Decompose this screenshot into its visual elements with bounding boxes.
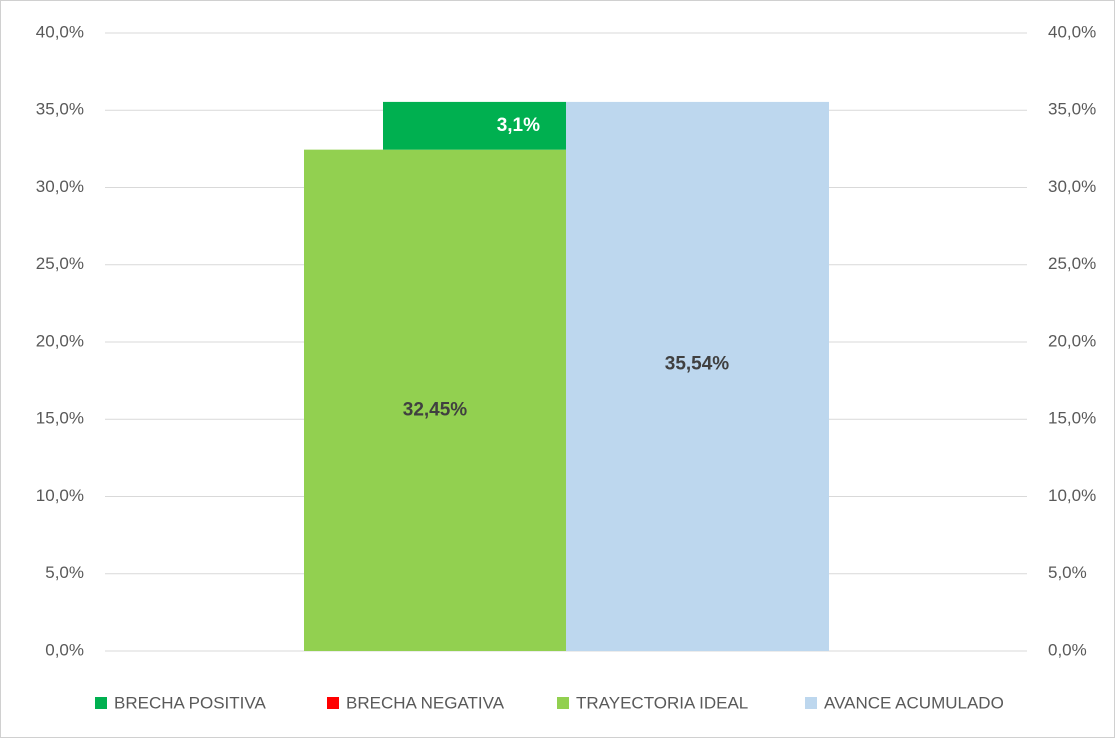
y-tick-label: 20,0% bbox=[36, 331, 84, 350]
y2-tick-label: 0,0% bbox=[1048, 640, 1087, 659]
legend-swatch bbox=[557, 697, 569, 709]
y2-tick-label: 30,0% bbox=[1048, 177, 1096, 196]
data-label: 3,1% bbox=[497, 115, 540, 136]
y2-tick-label: 15,0% bbox=[1048, 409, 1096, 428]
y-tick-label: 35,0% bbox=[36, 100, 84, 119]
y2-tick-label: 25,0% bbox=[1048, 254, 1096, 273]
y2-tick-label: 5,0% bbox=[1048, 563, 1087, 582]
legend-label: TRAYECTORIA IDEAL bbox=[576, 693, 748, 712]
y-tick-label: 0,0% bbox=[45, 640, 84, 659]
y-tick-label: 25,0% bbox=[36, 254, 84, 273]
y2-tick-label: 35,0% bbox=[1048, 100, 1096, 119]
y-tick-label: 30,0% bbox=[36, 177, 84, 196]
legend-swatch bbox=[327, 697, 339, 709]
y2-tick-label: 10,0% bbox=[1048, 486, 1096, 505]
legend-swatch bbox=[95, 697, 107, 709]
bar bbox=[304, 149, 566, 651]
data-label: 35,54% bbox=[665, 353, 730, 374]
y-tick-label: 15,0% bbox=[36, 409, 84, 428]
y2-tick-label: 20,0% bbox=[1048, 331, 1096, 350]
y-tick-label: 40,0% bbox=[36, 22, 84, 41]
legend-swatch bbox=[805, 697, 817, 709]
bar bbox=[566, 101, 829, 652]
legend-label: BRECHA NEGATIVA bbox=[346, 693, 505, 712]
legend-label: AVANCE ACUMULADO bbox=[824, 693, 1004, 712]
y-tick-label: 5,0% bbox=[45, 563, 84, 582]
legend-label: BRECHA POSITIVA bbox=[114, 693, 266, 712]
y-tick-label: 10,0% bbox=[36, 486, 84, 505]
data-label: 32,45% bbox=[403, 399, 468, 420]
y2-tick-label: 40,0% bbox=[1048, 22, 1096, 41]
bar bbox=[383, 101, 566, 150]
